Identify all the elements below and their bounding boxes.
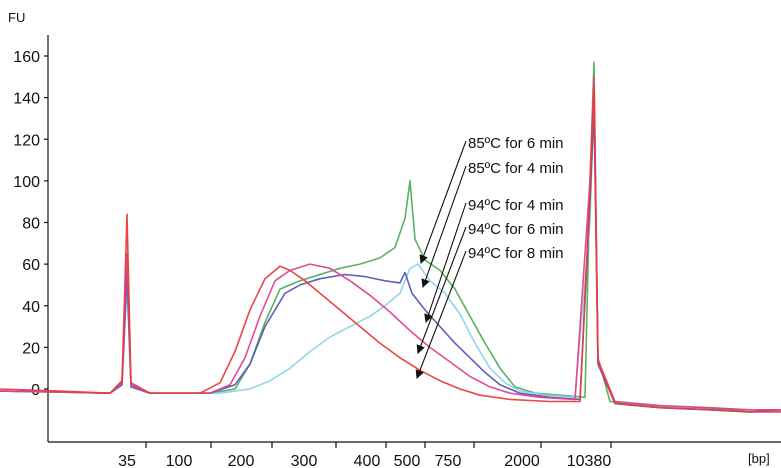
series-line-4 xyxy=(0,76,781,411)
y-tick-label: 20 xyxy=(22,340,40,357)
annotation-arrow xyxy=(419,140,467,265)
annotation-arrow xyxy=(415,250,467,380)
series-line-3 xyxy=(0,107,781,413)
x-tick-label: 200 xyxy=(228,453,255,468)
series-lines xyxy=(0,61,781,413)
annotation-arrow xyxy=(424,202,467,324)
x-tick-label: 10380 xyxy=(567,453,612,468)
y-tick-label: 140 xyxy=(13,91,40,108)
x-tick-label: 100 xyxy=(166,453,193,468)
series-line-5 xyxy=(0,86,781,413)
annotation-label: 85ºC for 6 min xyxy=(468,135,564,152)
x-ticks: 35 100 200 300 400 500 750 2000 10380 xyxy=(118,442,612,468)
annotations: 85ºC for 6 min 85ºC for 4 min 94ºC for 4 m… xyxy=(415,135,564,380)
y-tick-label: 60 xyxy=(22,257,40,274)
x-tick-label: 500 xyxy=(394,453,421,468)
y-tick-label: 80 xyxy=(22,216,40,233)
y-tick-label: 100 xyxy=(13,174,40,191)
x-tick-label: 2000 xyxy=(504,453,540,468)
annotation-label: 94ºC for 4 min xyxy=(468,197,564,214)
annotation-label: 85ºC for 4 min xyxy=(468,160,564,177)
x-tick-label: 400 xyxy=(354,453,381,468)
y-tick-label: 160 xyxy=(13,49,40,66)
y-axis-label: FU xyxy=(8,10,25,25)
y-tick-label: 40 xyxy=(22,299,40,316)
x-tick-label: 35 xyxy=(118,453,136,468)
axes xyxy=(47,35,781,443)
annotation-arrow xyxy=(421,165,467,289)
annotation-label: 94ºC for 8 min xyxy=(468,245,564,262)
series-line-2 xyxy=(0,96,781,413)
x-tick-label: 750 xyxy=(435,453,462,468)
x-axis-unit-label: [bp] xyxy=(748,451,770,466)
series-line-1 xyxy=(0,61,781,411)
annotation-arrow xyxy=(416,226,467,355)
y-tick-label: 120 xyxy=(13,132,40,149)
x-tick-label: 300 xyxy=(291,453,318,468)
annotation-label: 94ºC for 6 min xyxy=(468,221,564,238)
